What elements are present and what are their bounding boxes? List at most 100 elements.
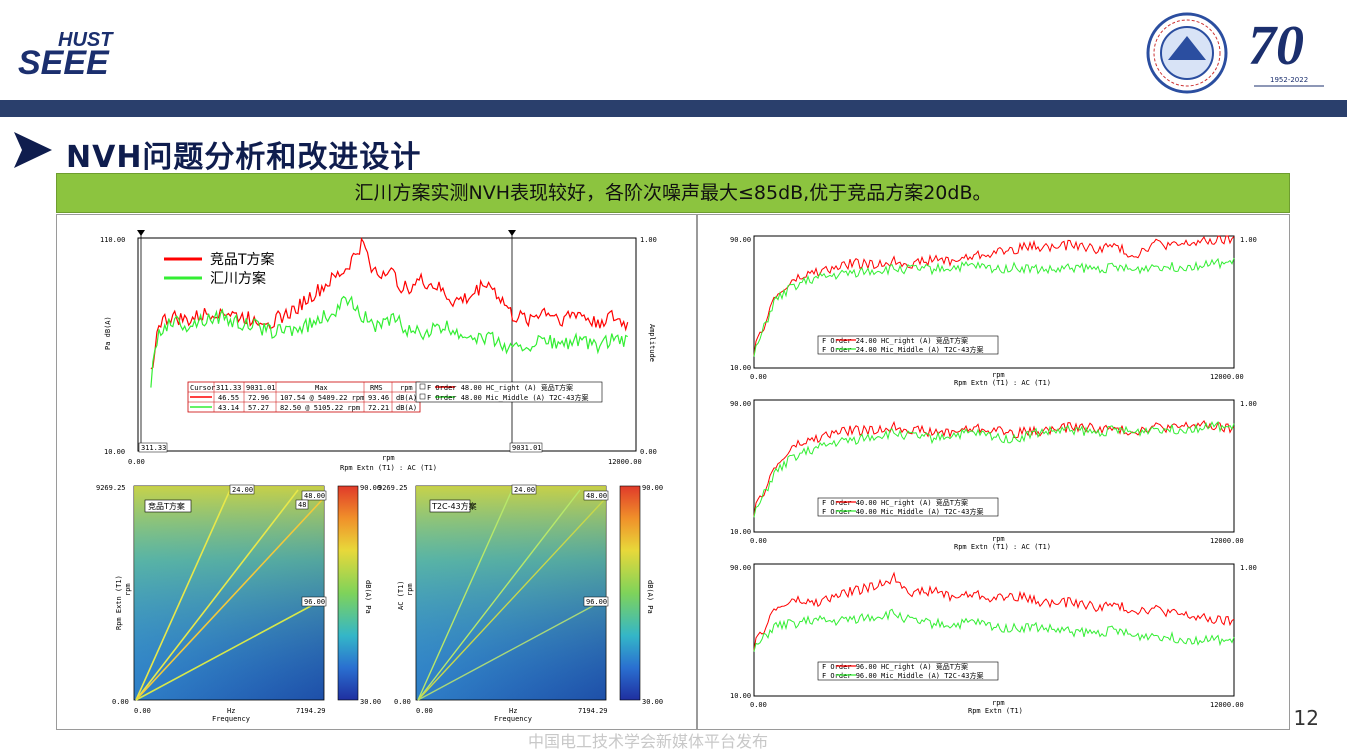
anniversary-number: 70 (1248, 15, 1304, 77)
order24-y-bottom: 10.00 (730, 364, 751, 372)
page-number: 12 (1293, 706, 1319, 730)
colormap2-order-24: 24.00 (514, 486, 535, 494)
table-cell-r2-c2: 57.27 (248, 404, 269, 412)
colormap-inovance: T2C-43方案 24.00 48.00 96.00 9269.25 0.00 … (378, 484, 663, 723)
main-y-top-label: 110.00 (100, 236, 125, 244)
table-cell-r1-c1: 46.55 (218, 394, 239, 402)
order40-legend-2: F Order 40.00 Mic_Middle (A) T2C-43方案 (822, 507, 984, 516)
table-header-c2: 9031.01 (246, 384, 276, 392)
hust-seee-logo: HUST SEEE (18, 29, 114, 76)
cursor-right-readout: 9031.01 (512, 444, 542, 452)
order-chart-96: 90.00 10.00 0.00 12000.00 1.00 rpm Rpm E… (730, 563, 1257, 715)
table-cell-r2-rms: 72.21 (368, 404, 389, 412)
cursor-left-readout: 311.33 (141, 444, 166, 452)
table-header-rms: RMS (370, 384, 383, 392)
order40-right-top: 1.00 (1240, 400, 1257, 408)
order24-y-top: 90.00 (730, 236, 751, 244)
order24-x-unit: rpm (992, 371, 1005, 379)
school-seal-logo (1146, 12, 1228, 94)
table-cell-r1-c2: 72.96 (248, 394, 269, 402)
table-header-cursor: Cursor (190, 384, 215, 392)
order96-right-top: 1.00 (1240, 564, 1257, 572)
order0-series-competitor (753, 235, 1235, 356)
colormap1-scale-unit: dB(A) Pa (364, 580, 372, 614)
order96-series-group (753, 571, 1235, 652)
slide-title: NVH问题分析和改进设计 (66, 140, 422, 175)
colormap1-order-24: 24.00 (232, 486, 253, 494)
colormap1-y-unit: rpm (124, 583, 132, 596)
main-y-axis-title: Pa dB(A) (104, 316, 112, 350)
main-right-top-label: 1.00 (640, 236, 657, 244)
colormap1-x-right: 7194.29 (296, 707, 326, 715)
table-cell-r1-unit: dB(A) (396, 394, 417, 402)
header-divider-bar (0, 100, 1347, 117)
cursor-left-marker-icon (137, 230, 145, 236)
colormap2-y-unit: rpm (406, 583, 414, 596)
table-header-c1: 311.33 (216, 384, 241, 392)
colormap2-x-right: 7194.29 (578, 707, 608, 715)
colormap1-color-scale (337, 485, 359, 701)
trace1-checkbox[interactable] (419, 383, 426, 390)
colormap2-y-title: AC (T1) (397, 580, 405, 610)
footer-source: 中国电工技术学会新媒体平台发布 (528, 732, 769, 751)
main-x-axis-unit: rpm (382, 454, 395, 462)
main-series-group (150, 237, 629, 388)
order2-series-inovance (753, 608, 1235, 652)
main-series-competitor (150, 237, 629, 370)
legend-label-inovance: 汇川方案 (210, 270, 266, 287)
main-right-bottom-label: 0.00 (640, 448, 657, 456)
main-x-axis-title: Rpm Extn (T1) : AC (T1) (340, 464, 437, 472)
colormap2-x-title: Frequency (494, 715, 532, 723)
colormap2-color-scale (619, 485, 641, 701)
main-cursor-table: Cursor 311.33 9031.01 Max RMS rpm 46.55 … (187, 381, 421, 413)
colormap1-y-bottom: 0.00 (112, 698, 129, 706)
main-x-left-label: 0.00 (128, 458, 145, 466)
order96-y-top: 90.00 (730, 564, 751, 572)
colormap1-order-lines (135, 489, 323, 701)
order24-legend-2: F Order 24.00 Mic_Middle (A) T2C-43方案 (822, 345, 984, 354)
colormap2-order-lines (417, 489, 605, 701)
colormap1-order-48: 48.00 (304, 492, 325, 500)
table-cell-r2-unit: dB(A) (396, 404, 417, 412)
colormap2-order-96: 96.00 (586, 598, 607, 606)
colormap2-scale-top: 90.00 (642, 484, 663, 492)
summary-banner: 汇川方案实测NVH表现较好，各阶次噪声最大≤85dB,优于竞品方案20dB。 (56, 173, 1290, 213)
summary-banner-text: 汇川方案实测NVH表现较好，各阶次噪声最大≤85dB,优于竞品方案20dB。 (354, 182, 992, 204)
order96-x-left: 0.00 (750, 701, 767, 709)
title-chevron-icon (14, 132, 52, 168)
logo-hust-text: HUST (58, 29, 114, 51)
table-cell-r1-rms: 93.46 (368, 394, 389, 402)
order1-series-competitor (753, 419, 1235, 517)
order1-series-inovance (753, 420, 1235, 518)
order96-legend-2: F Order 96.00 Mic_Middle (A) T2C-43方案 (822, 671, 984, 680)
colormap2-scale-unit: dB(A) Pa (646, 580, 654, 614)
table-cell-r1-max: 107.54 @ 5409.22 rpm (280, 394, 364, 402)
70th-anniversary-logo: 70 1952-2022 (1248, 15, 1324, 87)
cursor-right-readout-box (509, 442, 543, 453)
anniversary-years: 1952-2022 (1270, 76, 1308, 84)
colormap2-label: T2C-43方案 (431, 501, 477, 511)
order40-y-top: 90.00 (730, 400, 751, 408)
order40-y-bottom: 10.00 (730, 528, 751, 536)
order96-x-title: Rpm Extn (T1) (968, 707, 1023, 715)
legend-label-competitor: 竞品T方案 (210, 251, 275, 268)
colormap1-y-title: Rpm Extn (T1) (115, 575, 123, 630)
order40-x-unit: rpm (992, 535, 1005, 543)
order40-series-group (753, 419, 1235, 518)
order96-x-right: 12000.00 (1210, 701, 1244, 709)
order-chart-24: 90.00 10.00 0.00 12000.00 1.00 rpm Rpm E… (730, 235, 1257, 387)
logo-seee-text: SEEE (18, 44, 110, 76)
colormap2-y-top: 9269.25 (378, 484, 408, 492)
order24-x-left: 0.00 (750, 373, 767, 381)
table-header-max: Max (315, 384, 328, 392)
cursor-right-marker-icon (508, 230, 516, 236)
main-x-right-label: 12000.00 (608, 458, 642, 466)
order40-x-right: 12000.00 (1210, 537, 1244, 545)
order2-series-competitor (753, 571, 1235, 651)
colormap2-scale-bottom: 30.00 (642, 698, 663, 706)
order24-right-top: 1.00 (1240, 236, 1257, 244)
colormap1-x-left: 0.00 (134, 707, 151, 715)
trace2-checkbox[interactable] (419, 393, 426, 400)
colormap1-order-96: 96.00 (304, 598, 325, 606)
order96-x-unit: rpm (992, 699, 1005, 707)
